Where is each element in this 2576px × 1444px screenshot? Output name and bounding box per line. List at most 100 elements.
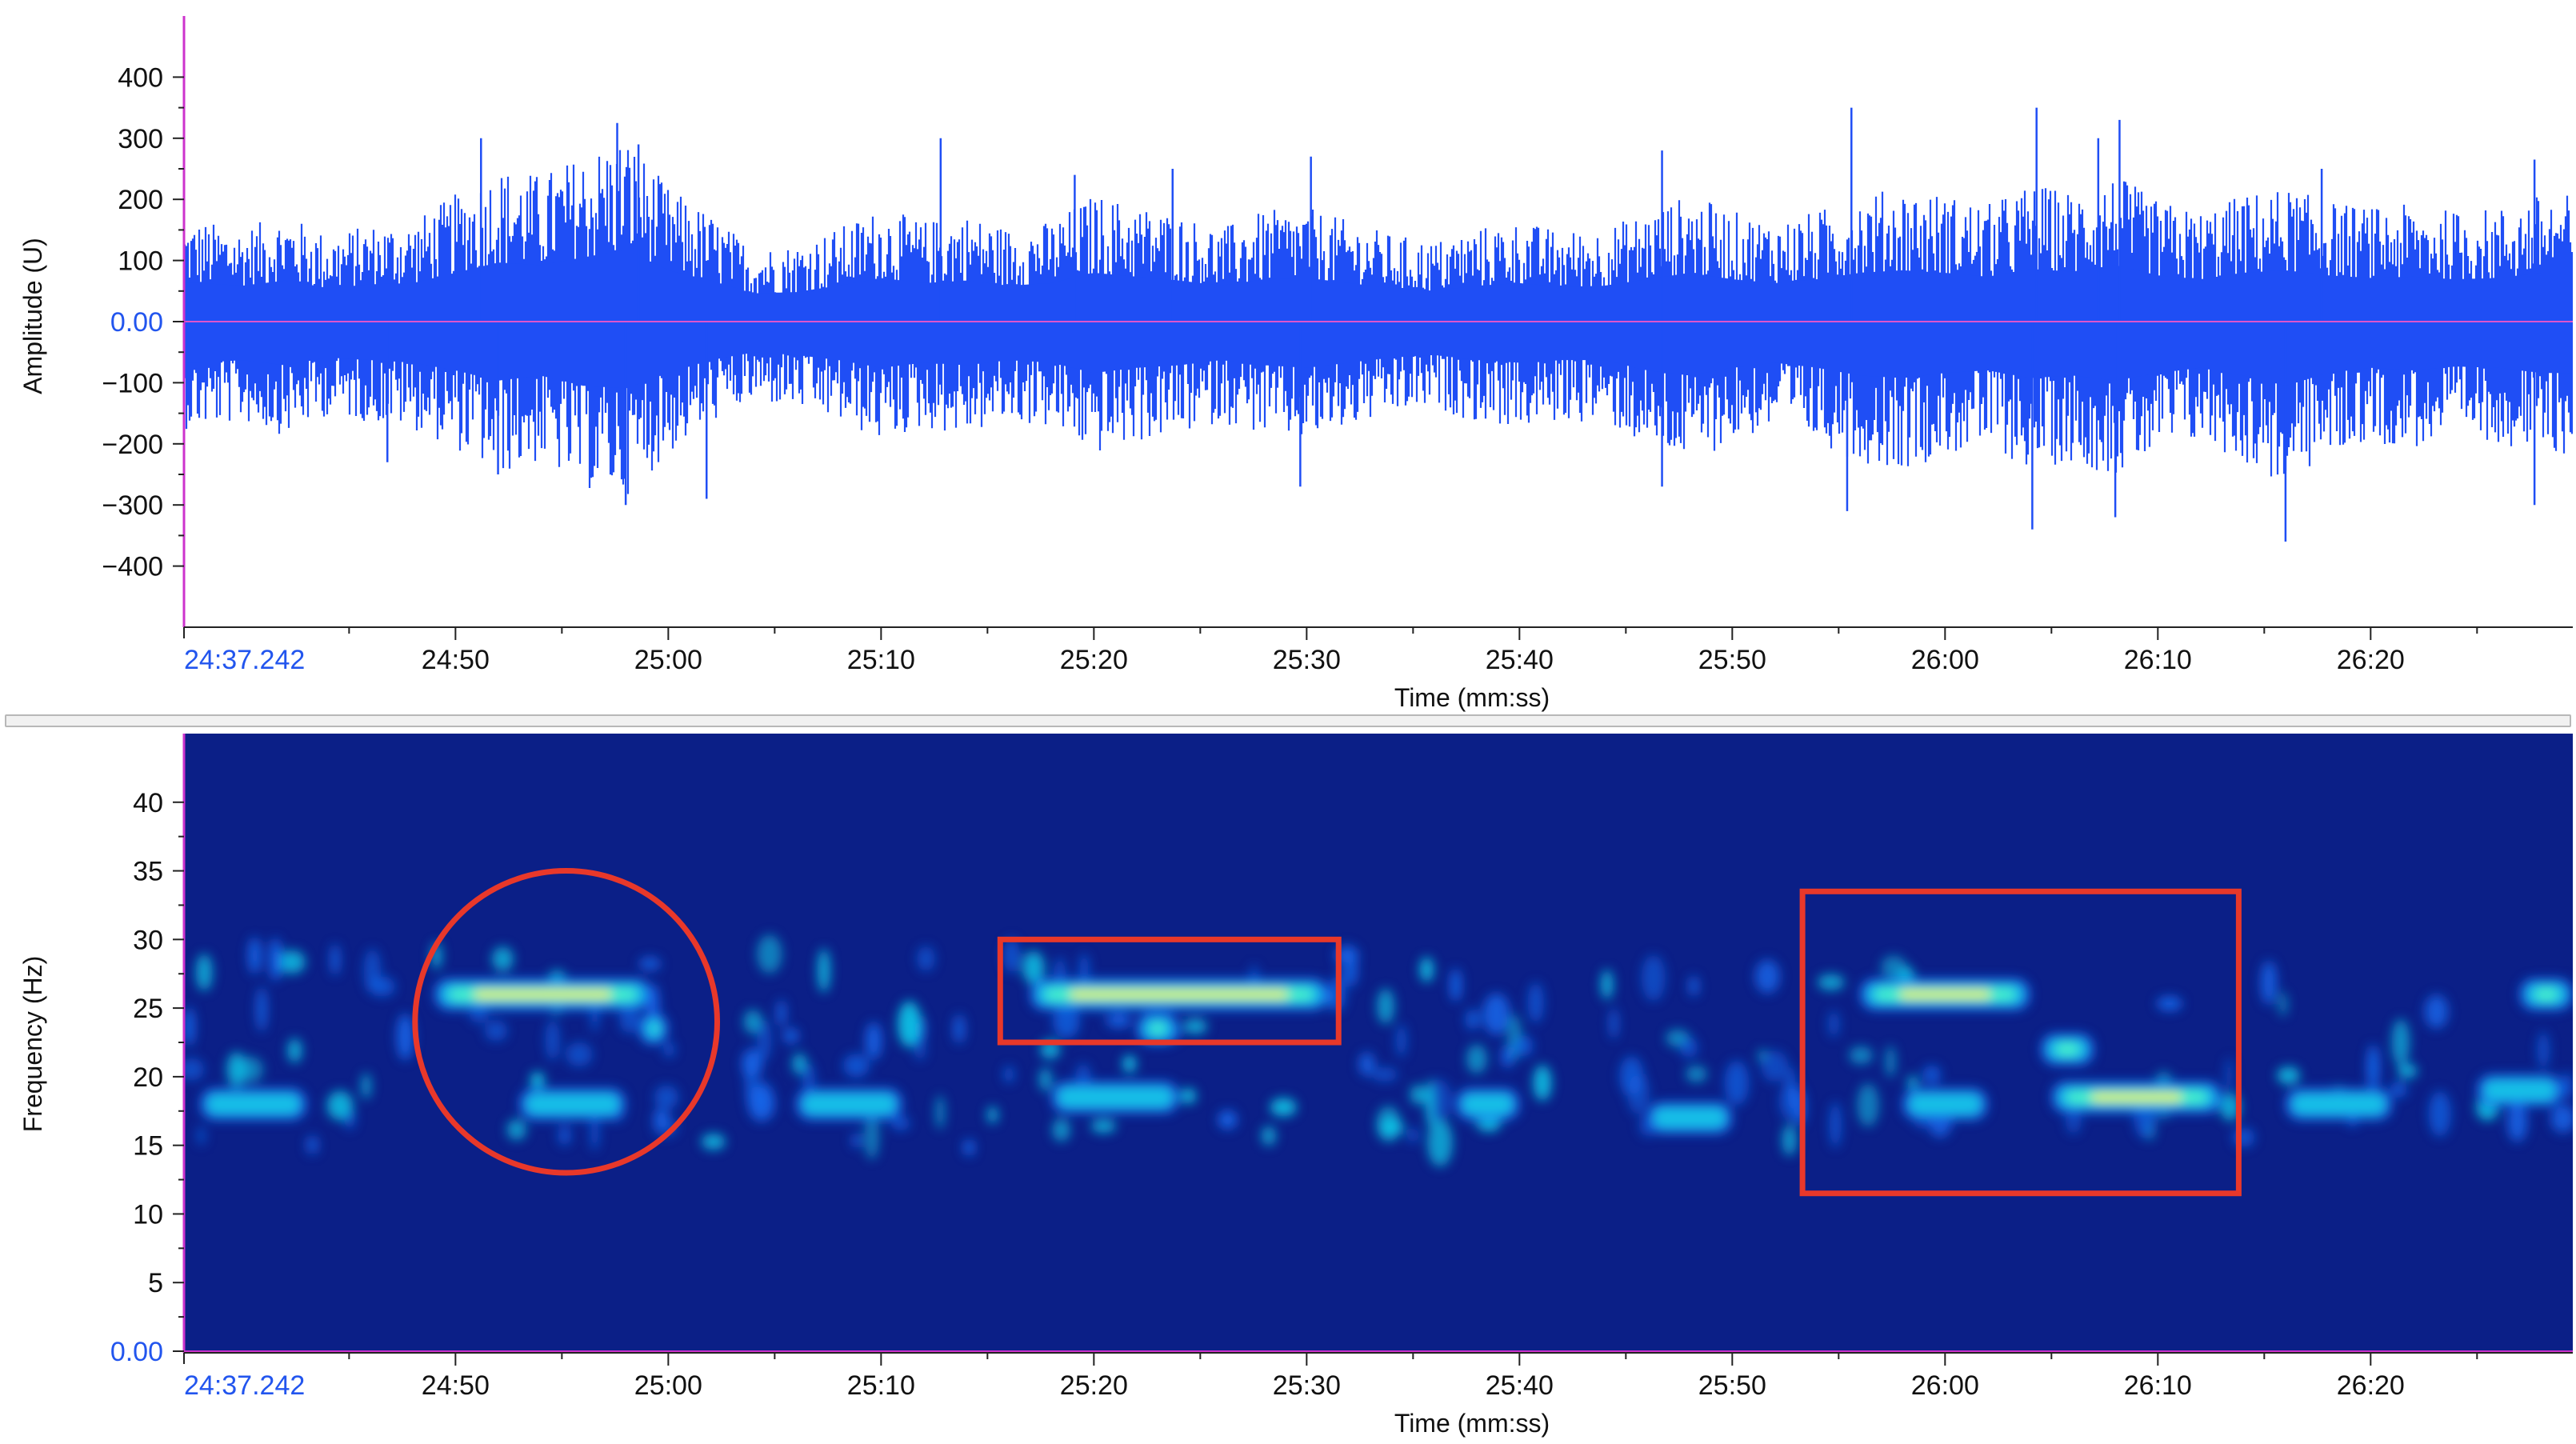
x-tick-label: 25:00 [634,645,702,675]
y-tick-label: 300 [118,124,163,154]
spectrogram-speckle [2398,1064,2418,1078]
spectrogram-speckle [1849,1046,1873,1065]
spectrogram-speckle [1003,1066,1014,1083]
spectrogram-speckle [2156,996,2182,1011]
spectrogram-speckle [619,1005,639,1034]
panel-splitter[interactable] [5,714,2571,727]
x-start-label: 24:37.242 [184,645,305,675]
spectrogram-speckle [817,948,830,993]
spectrogram-speckle [898,1001,922,1047]
spectrogram-speckle [638,957,661,970]
spectrogram-speckle [330,943,340,976]
spectrogram-speckle [746,1080,774,1114]
spectrogram-speckle [1106,1013,1132,1028]
spectrogram-speckle [864,1113,879,1160]
spectrogram-speckle [743,1010,762,1034]
x-tick-label: 25:40 [1486,645,1554,675]
spectrogram-speckle [654,1085,679,1110]
spectrogram-speckle [287,1038,302,1063]
spectrogram-speckle [1022,950,1045,985]
spectrogram-speckle [1601,970,1614,1000]
spectrogram-speckle [1782,1124,1797,1156]
spectrogram-energy [184,934,2573,1167]
spectrogram-speckle [2260,961,2278,1005]
spectrogram-speckle [1641,954,1666,1002]
spectrogram-speckle [1450,968,1462,1002]
y-tick-label: −400 [102,552,163,582]
x-tick-label: 25:50 [1698,1370,1766,1401]
spectrogram-speckle [278,950,306,974]
spectrogram-speckle [558,1125,572,1146]
spectrogram-speckle [1885,1046,1896,1078]
spectrogram-speckle [1514,1035,1534,1057]
spectrogram-speckle [2561,1072,2573,1100]
spectrogram-speckle [326,1090,354,1121]
spectrogram-speckle [1406,1127,1419,1143]
spectrogram-speckle [1610,1007,1618,1039]
spectrogram-ridge-mid [2483,1080,2556,1102]
spectrogram-speckle [1261,1126,1276,1146]
y-tick-label: −100 [102,368,163,398]
spectrogram-speckle [1371,1067,1398,1082]
spectrogram-speckle [484,1020,508,1042]
spectrogram-speckle [306,1135,318,1154]
spectrogram-speckle [842,1054,870,1078]
waveform-series [184,107,2573,542]
spectrogram-speckle [1419,957,1434,982]
x-tick-label: 25:50 [1698,645,1766,675]
spectrogram-speckle [792,1053,807,1074]
spectrogram-speckle [1724,1060,1750,1106]
spectrogram-speckle [935,1094,945,1130]
spectrogram-speckle [2277,1066,2301,1085]
spectrogram-speckle [396,1014,414,1061]
x-tick-label: 25:20 [1060,1370,1128,1401]
spectrogram-speckle [184,1058,205,1081]
spectrogram-speckle [2225,1057,2234,1094]
spectrogram-speckle [1482,993,1510,1035]
spectrogram-speckle [1052,1118,1070,1142]
spectrogram-speckle [963,1139,975,1156]
y-tick-label: −300 [102,490,163,521]
spectrogram-ridge-mid [802,1094,896,1115]
spectrogram-speckle [1501,1045,1514,1068]
y-tick-label: 0.00 [110,307,163,338]
x-tick-label: 24:50 [422,645,490,675]
spectrogram-speckle [1922,1065,1942,1085]
spectrogram-speckle [1090,1119,1117,1133]
y-tick-label: 15 [133,1131,163,1162]
spectrogram-speckle [2424,994,2449,1029]
spectrogram-ridge-inner [654,1022,658,1035]
spectrogram-speckle [1346,955,1358,986]
spectrogram-ridge-mid [526,1094,620,1115]
spectrogram-axes: 40 35 30 25 20 15 10 5 0.00 24:37.242 24:50 25:00 25… [110,734,2573,1401]
spectrogram-speckle [891,1116,910,1131]
y-tick-label: 25 [133,994,163,1024]
spectrogram-speckle [1754,959,1780,994]
spectrogram-speckle [184,1007,195,1046]
spectrogram-speckle [663,1042,675,1058]
spectrogram-speckle [1686,1066,1707,1082]
spectrogram-speckle [1079,953,1090,984]
y-tick-label: 30 [133,925,163,955]
spectrogram-speckle [1379,1118,1404,1137]
spectrogram-speckle [865,1022,882,1060]
spectrogram-speckle [1053,1005,1080,1038]
spectrogram-speckle [197,1126,206,1146]
spectrogram-speckle [1689,975,1699,997]
waveform-panel: 400 300 200 100 0.00 −100 −200 −300 −400 24:37.24… [18,16,2573,712]
x-tick-label: 24:50 [422,1370,490,1401]
spectrogram-speckle [777,999,786,1027]
spectrogram-ridge-peak [474,990,612,998]
spectrogram-speckle [986,1106,998,1124]
x-tick-label: 26:10 [2124,1370,2192,1401]
spectrogram-speckle [2390,1081,2407,1098]
waveform-y-axis-title: Amplitude (U) [18,238,47,394]
spectrogram-speckle [1270,1098,1297,1117]
y-tick-label: 10 [133,1199,163,1230]
x-tick-label: 26:00 [1911,645,1979,675]
x-tick-label: 26:20 [2337,645,2405,675]
y-tick-label: 5 [148,1268,163,1298]
spectrogram-speckle [2391,1018,2410,1066]
spectrogram-speckle [1466,1044,1487,1074]
